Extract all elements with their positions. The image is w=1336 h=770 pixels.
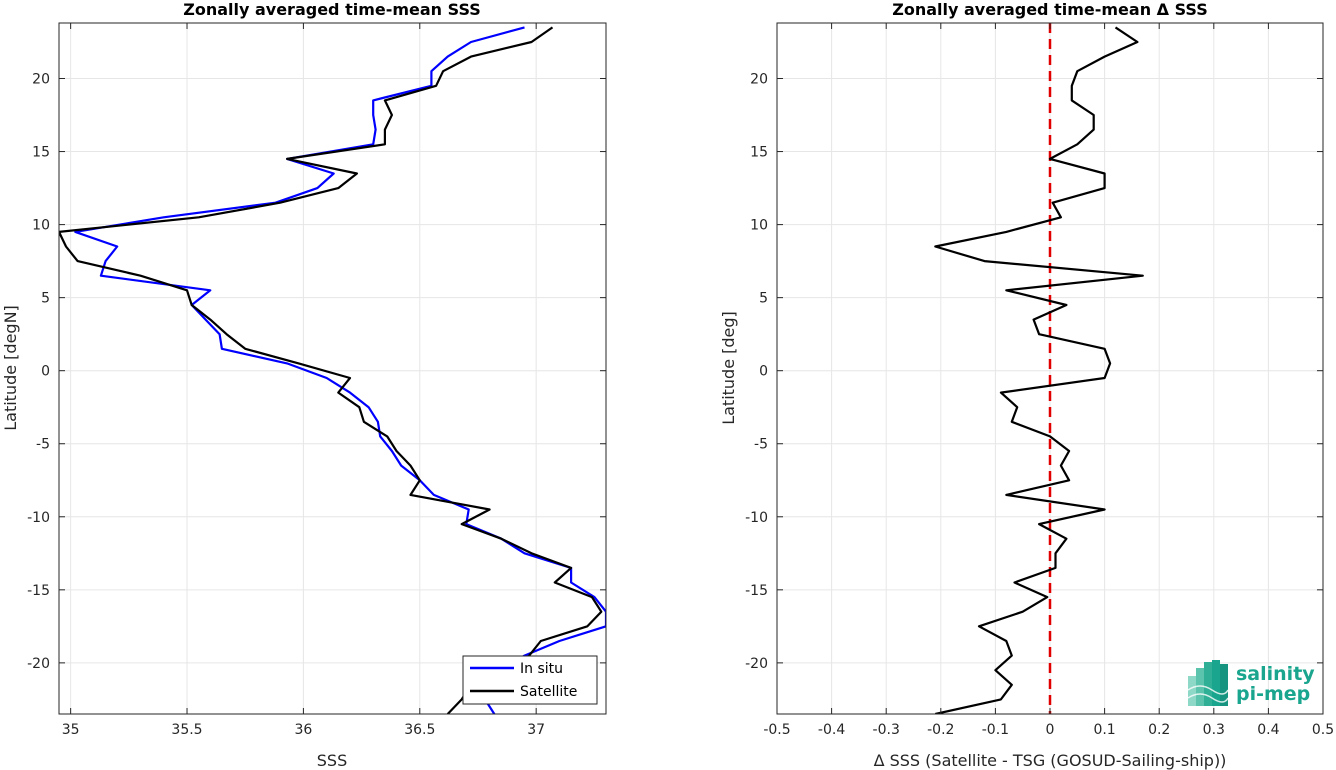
x-tick-label: 36.5 <box>404 722 435 738</box>
series-line-satellite <box>59 26 603 714</box>
legend-label-in-situ: In situ <box>520 661 563 677</box>
legend-label-satellite: Satellite <box>520 684 577 700</box>
x-tick-label: 0.1 <box>1093 722 1115 738</box>
logo-text-salinity: salinity <box>1236 663 1315 685</box>
x-tick-label: 0 <box>1046 722 1055 738</box>
x-tick-label: -0.5 <box>763 722 790 738</box>
x-tick-label: -0.2 <box>927 722 954 738</box>
y-tick-label: 5 <box>759 291 768 307</box>
series-line-in-situ <box>74 26 606 714</box>
y-tick-label: 20 <box>750 72 768 88</box>
series-lines <box>934 26 1144 714</box>
x-tick-label: 36 <box>294 722 312 738</box>
y-tick-label: -20 <box>745 656 768 672</box>
salinity-pi-mep-logo: salinity pi-mep <box>1187 660 1315 706</box>
x-tick-label: 35 <box>62 722 80 738</box>
y-tick-label: -5 <box>36 437 50 453</box>
x-axis-label: SSS <box>317 751 347 770</box>
logo-text-pi-mep: pi-mep <box>1236 683 1310 705</box>
x-tick-label: 37 <box>527 722 545 738</box>
axes-box <box>58 22 607 715</box>
y-tick-label: 10 <box>750 218 768 234</box>
y-axis-label: Latitude [deg] <box>719 311 738 425</box>
y-tick-label: -15 <box>745 583 768 599</box>
y-tick-label: -10 <box>745 510 768 526</box>
y-tick-label: -20 <box>27 656 50 672</box>
x-tick-label: -0.3 <box>873 722 900 738</box>
x-tick-label: 0.3 <box>1203 722 1225 738</box>
ticks: 35 35.5 36 36.5 37 -20 -15 -10 -5 0 5 10 15 20 <box>27 23 606 738</box>
delta-sss-profile-chart: -0.5 -0.4 -0.3 -0.2 -0.1 0 0.1 0.2 0.3 0.4 0.5 -20 -… <box>719 0 1334 770</box>
y-tick-label: -10 <box>27 510 50 526</box>
y-tick-label: 0 <box>41 364 50 380</box>
x-tick-label: -0.4 <box>818 722 845 738</box>
sss-profile-chart: 35 35.5 36 36.5 37 -20 -15 -10 -5 0 5 10 15 20 Zonall… <box>1 0 607 770</box>
legend: In situ Satellite <box>462 655 598 705</box>
y-tick-label: 15 <box>750 145 768 161</box>
wave-bars-icon <box>1187 660 1229 706</box>
chart-title: Zonally averaged time-mean Δ SSS <box>892 0 1208 19</box>
y-tick-label: 10 <box>32 218 50 234</box>
series-line-delta-sss <box>934 26 1144 714</box>
x-tick-label: 35.5 <box>171 722 202 738</box>
series-lines <box>59 26 606 714</box>
ticks: -0.5 -0.4 -0.3 -0.2 -0.1 0 0.1 0.2 0.3 0.4 0.5 -20 -… <box>745 23 1334 738</box>
x-tick-label: 0.5 <box>1312 722 1334 738</box>
y-tick-label: 5 <box>41 291 50 307</box>
y-tick-label: -5 <box>754 437 768 453</box>
y-tick-label: 15 <box>32 145 50 161</box>
x-tick-label: 0.2 <box>1148 722 1170 738</box>
x-tick-label: 0.4 <box>1257 722 1279 738</box>
y-tick-label: 0 <box>759 364 768 380</box>
y-tick-label: 20 <box>32 72 50 88</box>
y-axis-label: Latitude [degN] <box>1 305 20 431</box>
x-tick-label: -0.1 <box>982 722 1009 738</box>
x-axis-label: Δ SSS (Satellite - TSG (GOSUD-Sailing-sh… <box>874 751 1227 770</box>
chart-title: Zonally averaged time-mean SSS <box>183 0 481 19</box>
y-tick-label: -15 <box>27 583 50 599</box>
